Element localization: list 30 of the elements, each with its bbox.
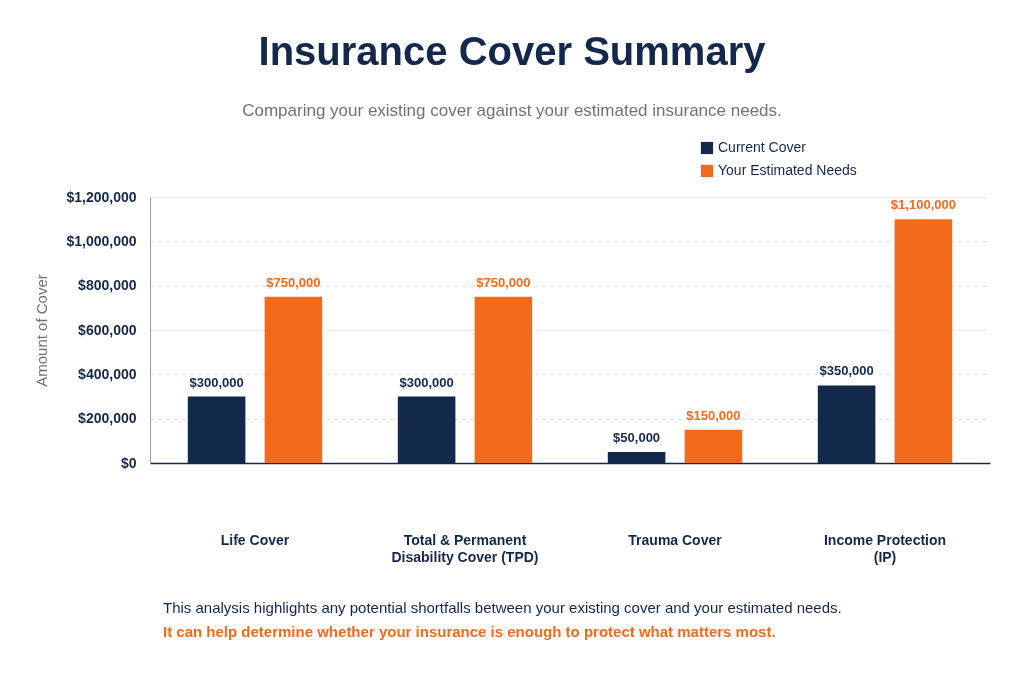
bar xyxy=(894,219,953,463)
y-tick-label: $600,000 xyxy=(78,321,137,338)
legend-label: Your Estimated Needs xyxy=(718,162,857,178)
data-label: $300,000 xyxy=(189,374,244,390)
y-tick-label: $1,200,000 xyxy=(66,188,137,205)
data-label: $50,000 xyxy=(613,429,661,445)
x-tick-label: Trauma Cover xyxy=(628,531,723,548)
text: This analysis highlights any potential shortfalls between your existing cover and your estimated needs. xyxy=(163,599,842,616)
y-tick-label: $1,000,000 xyxy=(66,232,137,249)
bar xyxy=(684,429,743,463)
data-label: $300,000 xyxy=(399,374,454,390)
data-label: $150,000 xyxy=(686,407,741,423)
data-label: $1,100,000 xyxy=(890,197,956,213)
bar xyxy=(474,296,533,463)
x-tick-label: Life Cover xyxy=(220,531,290,548)
y-tick-label: $800,000 xyxy=(78,277,137,294)
x-tick-label: Total & Permanent Disability Cover (TPD) xyxy=(391,531,539,565)
y-axis-title: Amount of Cover xyxy=(33,274,51,387)
y-tick-label: $400,000 xyxy=(78,365,137,382)
x-tick-label: Income Protection (IP) xyxy=(823,531,947,565)
text: It can help determine whether your insurance is enough to protect what matters most. xyxy=(163,623,776,640)
data-label: $350,000 xyxy=(819,363,874,379)
data-label: $750,000 xyxy=(476,274,531,290)
bar xyxy=(264,296,323,463)
chart-title: Insurance Cover Summary xyxy=(258,29,767,73)
chart-subtitle: Comparing your existing cover against your estimated insurance needs. xyxy=(242,101,782,120)
data-label: $750,000 xyxy=(266,274,321,290)
legend-label: Current Cover xyxy=(718,139,807,155)
y-tick-label: $0 xyxy=(120,454,137,471)
y-tick-label: $200,000 xyxy=(78,410,137,427)
